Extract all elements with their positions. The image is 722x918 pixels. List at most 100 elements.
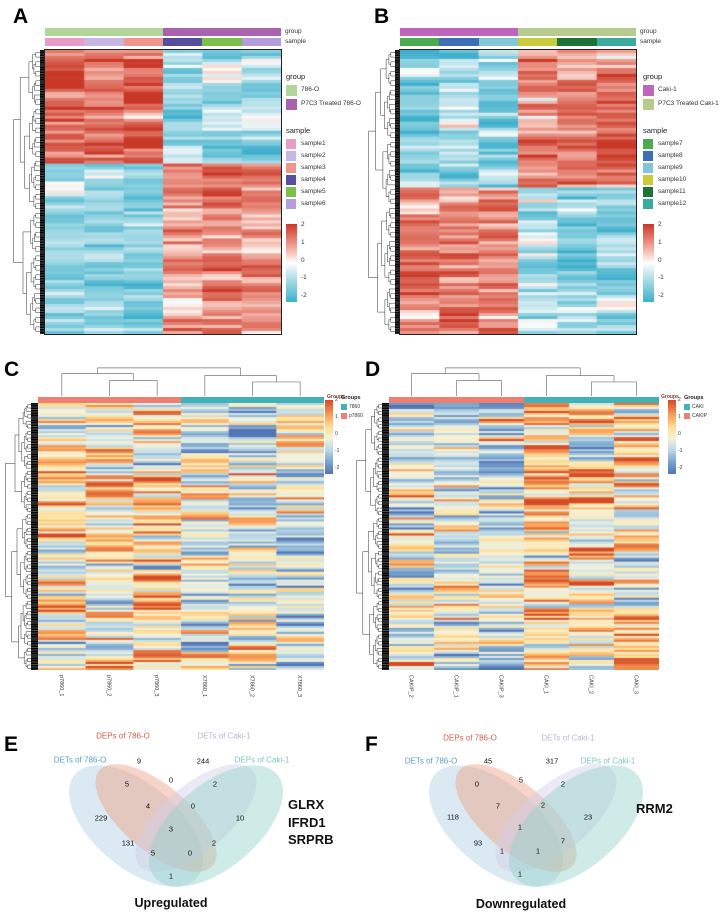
legend-item-label: 7860 — [349, 403, 361, 410]
legend-item-label: sample1 — [301, 139, 326, 147]
panel-c-annotation-label: Groups — [327, 394, 345, 400]
legend-item-label: sample10 — [658, 175, 687, 183]
legend-item-label: P7C3 Treated Caki-1 — [658, 100, 719, 108]
sample-bar-segment — [45, 38, 85, 46]
venn-count: 2 — [540, 800, 546, 810]
panel-d-row-dendrogram — [356, 404, 382, 669]
venn-set-label: DEPs of Caki-1 — [580, 756, 636, 766]
venn-count: 131 — [121, 838, 135, 848]
venn-set-label: DETs of 786-O — [404, 756, 458, 766]
colorbar-tick: -2 — [658, 292, 664, 300]
group-bar-segment — [163, 28, 281, 36]
legend-item-label: Caki-1 — [658, 86, 677, 94]
sample-bar-segment — [518, 38, 558, 46]
colorbar-tick: -2 — [335, 465, 340, 471]
venn-count: 0 — [168, 775, 174, 785]
panel-e-venn-diagram — [69, 764, 283, 887]
venn-ellipse — [69, 765, 203, 887]
panel-a-letter: A — [13, 5, 29, 28]
panel-f-letter: F — [365, 733, 378, 756]
venn-count: 7 — [495, 801, 501, 811]
venn-count: 10 — [235, 813, 245, 823]
legend-swatch — [643, 187, 653, 197]
sample-bar-segment — [557, 38, 597, 46]
column-label: p7860_2 — [105, 675, 112, 697]
venn-count: 1 — [535, 846, 541, 856]
panel-c-row-dendrogram — [5, 404, 31, 669]
venn-set-label: DEPs of 786-O — [443, 733, 497, 743]
legend-item-label: sample9 — [658, 163, 683, 171]
legend-swatch — [286, 187, 296, 197]
venn-set-label: DETs of 786-O — [53, 755, 107, 765]
legend-swatch — [286, 163, 296, 173]
venn-count: 1 — [168, 871, 174, 881]
panel-a-group-bar-label: group — [285, 28, 302, 35]
column-label: CAKI_3 — [632, 675, 639, 694]
panel-b-heatmap — [400, 50, 636, 334]
colorbar-tick: 1 — [678, 414, 681, 420]
panel-b-legend-sample-title: sample — [643, 126, 668, 135]
legend-swatch — [286, 85, 297, 96]
column-label: CAKIP_1 — [452, 675, 459, 698]
venn-count: 93 — [473, 838, 483, 848]
panel-c-letter: C — [4, 358, 20, 381]
panel-d-heatmap — [389, 403, 659, 670]
colorbar-tick: 0 — [658, 256, 662, 264]
venn-set-label: DEPs of Caki-1 — [234, 755, 290, 765]
legend-item-label: p7860 — [349, 412, 363, 419]
sample-bar-segment — [202, 38, 242, 46]
venn-count: 0 — [187, 848, 193, 858]
panel-d-letter: D — [365, 358, 381, 381]
venn-count: 0 — [474, 779, 480, 789]
venn-count: 118 — [447, 812, 459, 822]
panel-d-row-leaves — [382, 403, 389, 670]
sample-bar-segment — [596, 38, 636, 46]
legend-item-label: CAKIP — [692, 412, 708, 419]
venn-ellipse — [95, 764, 217, 872]
panel-b-sample-bar-label: sample — [640, 38, 661, 45]
panel-f-venn-diagram — [429, 764, 643, 887]
panel-a-row-leaves — [40, 50, 45, 334]
legend-item-label: sample2 — [301, 151, 326, 159]
panel-b-legend-group-title: group — [643, 72, 663, 81]
group-bar-segment — [45, 28, 163, 36]
panel-a-colorbar — [286, 224, 297, 302]
colorbar-tick: 1 — [658, 238, 662, 246]
venn-count: 2 — [211, 838, 217, 848]
panel-b-row-leaves — [395, 50, 400, 334]
column-label: p7860_1 — [57, 675, 64, 697]
legend-swatch — [643, 139, 653, 149]
colorbar-tick: -2 — [301, 292, 307, 300]
venn-ellipse — [429, 765, 563, 887]
panel-a-heatmap — [45, 50, 281, 334]
venn-count: 3 — [168, 824, 174, 834]
legend-item-label: sample6 — [301, 199, 326, 207]
legend-swatch — [684, 404, 690, 410]
gene-name: IFRD1 — [288, 814, 326, 830]
colorbar-tick: -2 — [678, 465, 683, 471]
venn-count: 5 — [124, 779, 130, 789]
venn-count: 244 — [196, 756, 210, 766]
legend-swatch — [643, 199, 653, 209]
groups-bar-segment — [181, 397, 324, 403]
venn-count: 5 — [150, 848, 156, 858]
legend-item-label: P7C3 Treated 786-O — [301, 100, 361, 108]
panel-b-letter: B — [374, 5, 390, 28]
column-label: X7860_3 — [296, 675, 303, 698]
gene-name: RRM2 — [636, 801, 673, 816]
column-label: p7860_3 — [153, 675, 160, 697]
venn-count: 317 — [545, 756, 559, 766]
legend-swatch — [684, 413, 690, 419]
venn-count: 1 — [517, 822, 523, 832]
panel-a-sample-bar-label: sample — [285, 38, 306, 45]
legend-item-label: sample3 — [301, 163, 326, 171]
legend-swatch — [643, 151, 653, 161]
legend-swatch — [341, 404, 347, 410]
gene-name: GLRX — [288, 797, 325, 812]
panel-a-row-dendrogram — [13, 52, 40, 332]
legend-swatch — [286, 139, 296, 149]
venn-count: 1 — [517, 869, 523, 879]
colorbar-tick: 2 — [658, 221, 662, 228]
legend-swatch — [286, 151, 296, 161]
